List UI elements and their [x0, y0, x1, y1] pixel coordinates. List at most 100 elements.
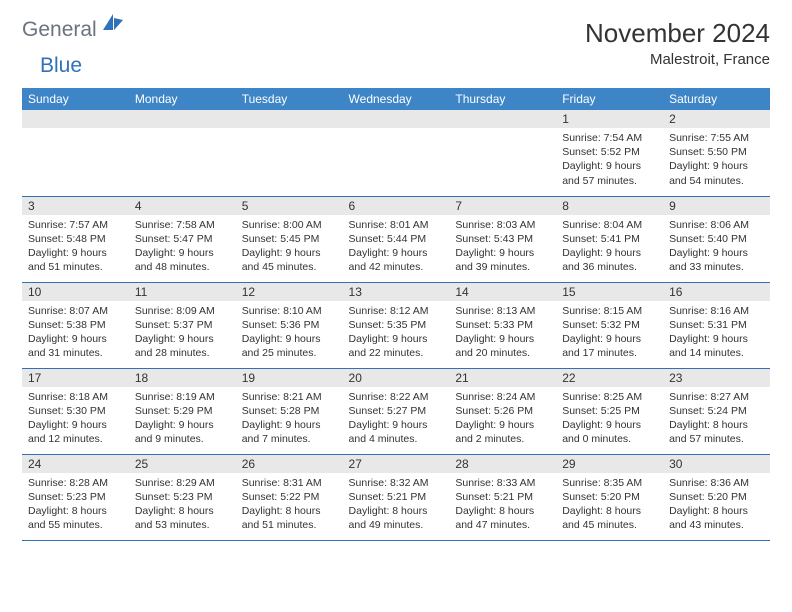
- calendar-row: 1Sunrise: 7:54 AMSunset: 5:52 PMDaylight…: [22, 110, 770, 196]
- calendar-cell: 16Sunrise: 8:16 AMSunset: 5:31 PMDayligh…: [663, 282, 770, 368]
- calendar-cell: 25Sunrise: 8:29 AMSunset: 5:23 PMDayligh…: [129, 454, 236, 540]
- empty-day: [449, 110, 556, 128]
- day-details: Sunrise: 7:54 AMSunset: 5:52 PMDaylight:…: [556, 128, 663, 192]
- day-details: Sunrise: 8:15 AMSunset: 5:32 PMDaylight:…: [556, 301, 663, 365]
- day-details: Sunrise: 7:55 AMSunset: 5:50 PMDaylight:…: [663, 128, 770, 192]
- calendar-cell: 23Sunrise: 8:27 AMSunset: 5:24 PMDayligh…: [663, 368, 770, 454]
- day-details: Sunrise: 7:57 AMSunset: 5:48 PMDaylight:…: [22, 215, 129, 279]
- day-details: Sunrise: 8:18 AMSunset: 5:30 PMDaylight:…: [22, 387, 129, 451]
- calendar-cell: 4Sunrise: 7:58 AMSunset: 5:47 PMDaylight…: [129, 196, 236, 282]
- day-details: Sunrise: 8:12 AMSunset: 5:35 PMDaylight:…: [343, 301, 450, 365]
- day-number: 24: [22, 455, 129, 473]
- calendar-row: 17Sunrise: 8:18 AMSunset: 5:30 PMDayligh…: [22, 368, 770, 454]
- day-number: 22: [556, 369, 663, 387]
- day-number: 11: [129, 283, 236, 301]
- empty-day: [236, 110, 343, 128]
- calendar-cell: 13Sunrise: 8:12 AMSunset: 5:35 PMDayligh…: [343, 282, 450, 368]
- calendar-cell: 30Sunrise: 8:36 AMSunset: 5:20 PMDayligh…: [663, 454, 770, 540]
- weekday-header: Wednesday: [343, 88, 450, 110]
- calendar-cell: 27Sunrise: 8:32 AMSunset: 5:21 PMDayligh…: [343, 454, 450, 540]
- calendar-cell: 1Sunrise: 7:54 AMSunset: 5:52 PMDaylight…: [556, 110, 663, 196]
- day-details: Sunrise: 8:32 AMSunset: 5:21 PMDaylight:…: [343, 473, 450, 537]
- day-number: 12: [236, 283, 343, 301]
- day-details: Sunrise: 8:09 AMSunset: 5:37 PMDaylight:…: [129, 301, 236, 365]
- calendar-cell: [129, 110, 236, 196]
- calendar-cell: 24Sunrise: 8:28 AMSunset: 5:23 PMDayligh…: [22, 454, 129, 540]
- calendar-cell: 9Sunrise: 8:06 AMSunset: 5:40 PMDaylight…: [663, 196, 770, 282]
- empty-day: [129, 110, 236, 128]
- day-details: Sunrise: 8:21 AMSunset: 5:28 PMDaylight:…: [236, 387, 343, 451]
- empty-day: [22, 110, 129, 128]
- day-number: 27: [343, 455, 450, 473]
- calendar-cell: 17Sunrise: 8:18 AMSunset: 5:30 PMDayligh…: [22, 368, 129, 454]
- calendar-cell: 21Sunrise: 8:24 AMSunset: 5:26 PMDayligh…: [449, 368, 556, 454]
- day-number: 28: [449, 455, 556, 473]
- calendar-cell: 10Sunrise: 8:07 AMSunset: 5:38 PMDayligh…: [22, 282, 129, 368]
- day-details: Sunrise: 8:13 AMSunset: 5:33 PMDaylight:…: [449, 301, 556, 365]
- weekday-header: Tuesday: [236, 88, 343, 110]
- day-details: Sunrise: 8:03 AMSunset: 5:43 PMDaylight:…: [449, 215, 556, 279]
- day-details: Sunrise: 8:16 AMSunset: 5:31 PMDaylight:…: [663, 301, 770, 365]
- day-number: 6: [343, 197, 450, 215]
- day-number: 14: [449, 283, 556, 301]
- day-details: Sunrise: 8:35 AMSunset: 5:20 PMDaylight:…: [556, 473, 663, 537]
- day-number: 23: [663, 369, 770, 387]
- day-number: 5: [236, 197, 343, 215]
- calendar-row: 3Sunrise: 7:57 AMSunset: 5:48 PMDaylight…: [22, 196, 770, 282]
- day-number: 16: [663, 283, 770, 301]
- calendar-page: General November 2024 Malestroit, France…: [0, 0, 792, 559]
- location: Malestroit, France: [585, 51, 770, 68]
- calendar-body: 1Sunrise: 7:54 AMSunset: 5:52 PMDaylight…: [22, 110, 770, 540]
- weekday-header: Saturday: [663, 88, 770, 110]
- calendar-cell: 6Sunrise: 8:01 AMSunset: 5:44 PMDaylight…: [343, 196, 450, 282]
- day-number: 19: [236, 369, 343, 387]
- weekday-header-row: Sunday Monday Tuesday Wednesday Thursday…: [22, 88, 770, 110]
- calendar-cell: 29Sunrise: 8:35 AMSunset: 5:20 PMDayligh…: [556, 454, 663, 540]
- empty-day: [343, 110, 450, 128]
- day-details: Sunrise: 8:33 AMSunset: 5:21 PMDaylight:…: [449, 473, 556, 537]
- day-details: Sunrise: 8:28 AMSunset: 5:23 PMDaylight:…: [22, 473, 129, 537]
- day-number: 4: [129, 197, 236, 215]
- day-number: 2: [663, 110, 770, 128]
- calendar-cell: 11Sunrise: 8:09 AMSunset: 5:37 PMDayligh…: [129, 282, 236, 368]
- day-number: 20: [343, 369, 450, 387]
- day-details: Sunrise: 8:29 AMSunset: 5:23 PMDaylight:…: [129, 473, 236, 537]
- calendar-cell: 18Sunrise: 8:19 AMSunset: 5:29 PMDayligh…: [129, 368, 236, 454]
- day-details: Sunrise: 8:04 AMSunset: 5:41 PMDaylight:…: [556, 215, 663, 279]
- calendar-row: 24Sunrise: 8:28 AMSunset: 5:23 PMDayligh…: [22, 454, 770, 540]
- calendar-row: 10Sunrise: 8:07 AMSunset: 5:38 PMDayligh…: [22, 282, 770, 368]
- title-block: November 2024 Malestroit, France: [585, 18, 770, 68]
- sail-icon: [101, 12, 125, 37]
- day-details: Sunrise: 7:58 AMSunset: 5:47 PMDaylight:…: [129, 215, 236, 279]
- calendar-cell: 19Sunrise: 8:21 AMSunset: 5:28 PMDayligh…: [236, 368, 343, 454]
- day-number: 7: [449, 197, 556, 215]
- day-details: Sunrise: 8:10 AMSunset: 5:36 PMDaylight:…: [236, 301, 343, 365]
- logo-text-general: General: [22, 18, 97, 42]
- calendar-cell: 2Sunrise: 7:55 AMSunset: 5:50 PMDaylight…: [663, 110, 770, 196]
- day-details: Sunrise: 8:19 AMSunset: 5:29 PMDaylight:…: [129, 387, 236, 451]
- calendar-cell: 28Sunrise: 8:33 AMSunset: 5:21 PMDayligh…: [449, 454, 556, 540]
- day-number: 29: [556, 455, 663, 473]
- calendar-cell: 5Sunrise: 8:00 AMSunset: 5:45 PMDaylight…: [236, 196, 343, 282]
- weekday-header: Monday: [129, 88, 236, 110]
- day-number: 15: [556, 283, 663, 301]
- calendar-cell: 8Sunrise: 8:04 AMSunset: 5:41 PMDaylight…: [556, 196, 663, 282]
- calendar-table: Sunday Monday Tuesday Wednesday Thursday…: [22, 88, 770, 541]
- logo: General: [22, 18, 127, 42]
- calendar-cell: 20Sunrise: 8:22 AMSunset: 5:27 PMDayligh…: [343, 368, 450, 454]
- day-details: Sunrise: 8:00 AMSunset: 5:45 PMDaylight:…: [236, 215, 343, 279]
- day-number: 8: [556, 197, 663, 215]
- calendar-cell: [449, 110, 556, 196]
- calendar-cell: 22Sunrise: 8:25 AMSunset: 5:25 PMDayligh…: [556, 368, 663, 454]
- calendar-cell: 3Sunrise: 7:57 AMSunset: 5:48 PMDaylight…: [22, 196, 129, 282]
- month-title: November 2024: [585, 18, 770, 49]
- day-details: Sunrise: 8:31 AMSunset: 5:22 PMDaylight:…: [236, 473, 343, 537]
- calendar-cell: [22, 110, 129, 196]
- day-details: Sunrise: 8:27 AMSunset: 5:24 PMDaylight:…: [663, 387, 770, 451]
- day-number: 18: [129, 369, 236, 387]
- day-number: 10: [22, 283, 129, 301]
- calendar-cell: 7Sunrise: 8:03 AMSunset: 5:43 PMDaylight…: [449, 196, 556, 282]
- day-details: Sunrise: 8:07 AMSunset: 5:38 PMDaylight:…: [22, 301, 129, 365]
- weekday-header: Sunday: [22, 88, 129, 110]
- calendar-cell: 14Sunrise: 8:13 AMSunset: 5:33 PMDayligh…: [449, 282, 556, 368]
